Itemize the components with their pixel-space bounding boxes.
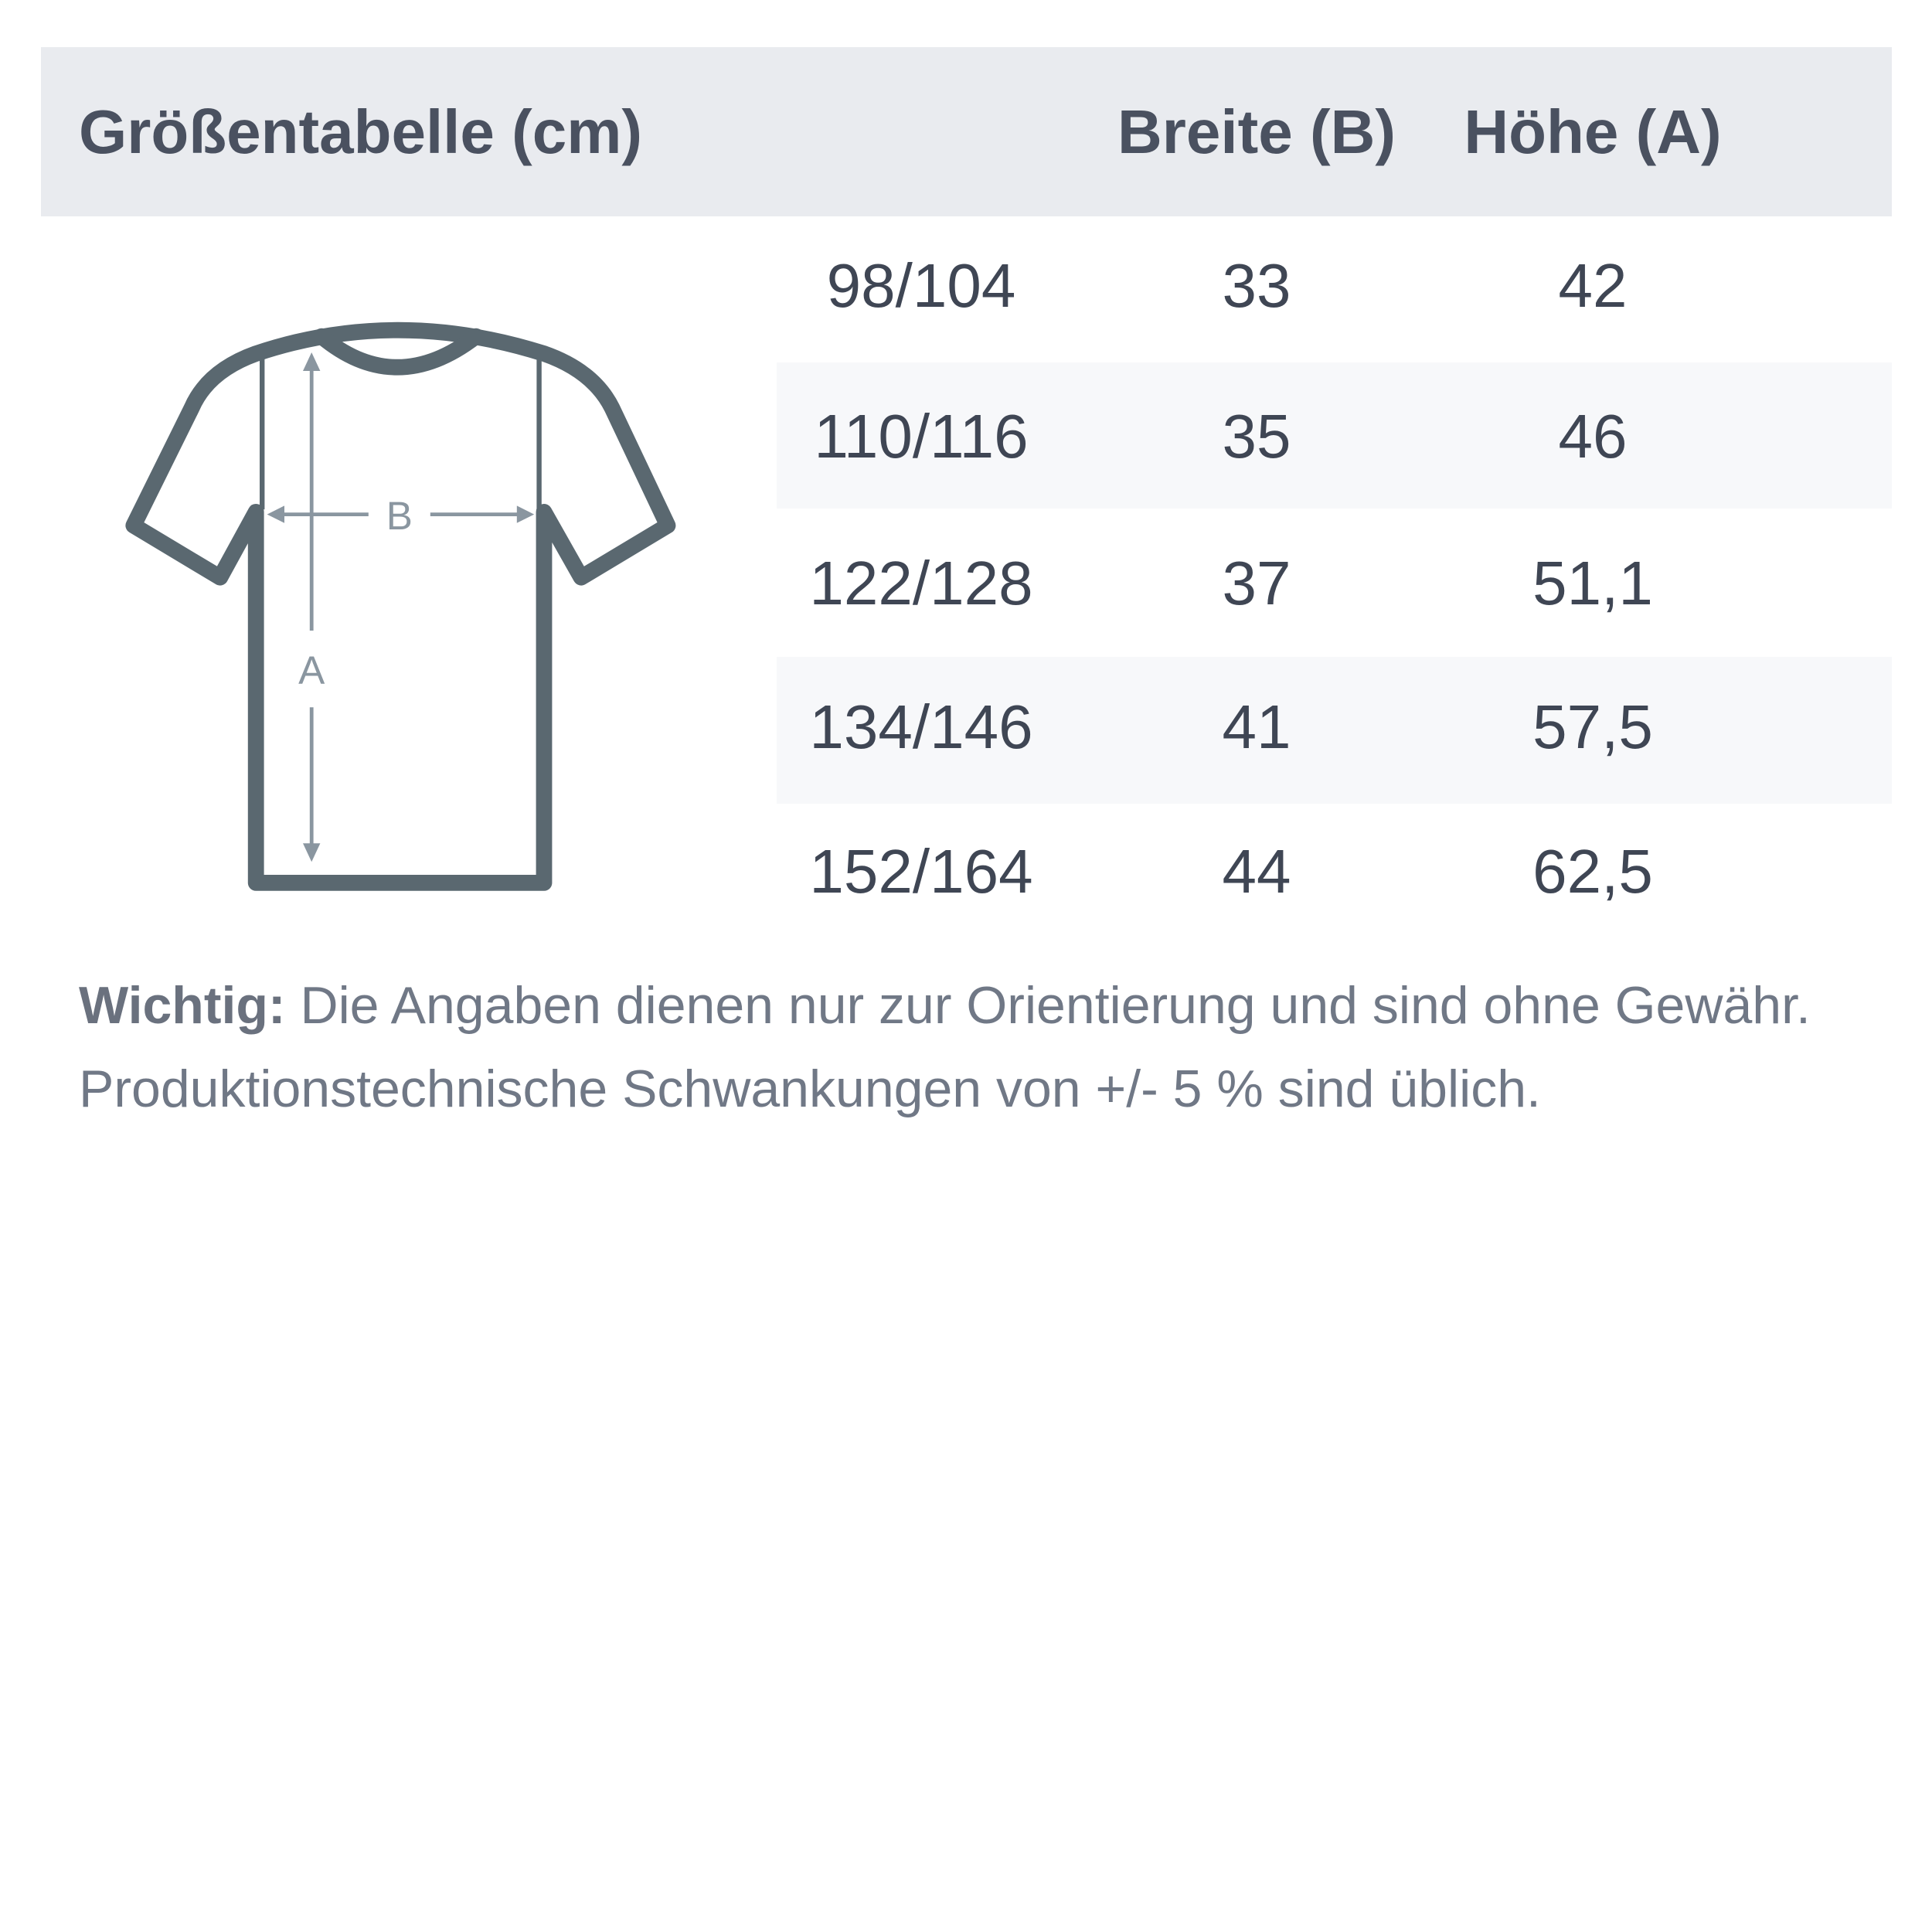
note-line-2: Produktionstechnische Schwankungen von +… bbox=[79, 1060, 1541, 1118]
column-header-height: Höhe (A) bbox=[1464, 97, 1722, 166]
cell-height: 42 bbox=[1558, 251, 1628, 320]
cell-size: 122/128 bbox=[809, 549, 1033, 617]
label-a: A bbox=[298, 648, 325, 692]
cell-height: 62,5 bbox=[1532, 837, 1653, 906]
cell-height: 51,1 bbox=[1532, 549, 1653, 617]
cell-width: 37 bbox=[1222, 549, 1291, 617]
cell-size: 110/116 bbox=[814, 402, 1029, 471]
table-title: Größentabelle (cm) bbox=[79, 97, 643, 166]
table-header: Größentabelle (cm) Breite (B) Höhe (A) bbox=[41, 47, 1892, 216]
label-b: B bbox=[386, 494, 413, 538]
cell-width: 33 bbox=[1222, 251, 1291, 320]
cell-width: 41 bbox=[1222, 692, 1291, 761]
cell-width: 44 bbox=[1222, 837, 1291, 906]
note-text: Die Angaben dienen nur zur Orientierung … bbox=[285, 976, 1811, 1035]
cell-height: 57,5 bbox=[1532, 692, 1653, 761]
tshirt-diagram-icon: B A bbox=[125, 321, 676, 891]
cell-height: 46 bbox=[1558, 402, 1628, 471]
column-header-width: Breite (B) bbox=[1117, 97, 1396, 166]
cell-width: 35 bbox=[1222, 402, 1291, 471]
row-stripe bbox=[777, 362, 1892, 509]
cell-size: 134/146 bbox=[809, 692, 1033, 761]
note-line-1: Wichtig: Die Angaben dienen nur zur Orie… bbox=[79, 975, 1811, 1036]
row-stripe bbox=[777, 657, 1892, 804]
cell-size: 98/104 bbox=[826, 251, 1016, 320]
cell-size: 152/164 bbox=[809, 837, 1033, 906]
note-bold: Wichtig: bbox=[79, 976, 286, 1035]
